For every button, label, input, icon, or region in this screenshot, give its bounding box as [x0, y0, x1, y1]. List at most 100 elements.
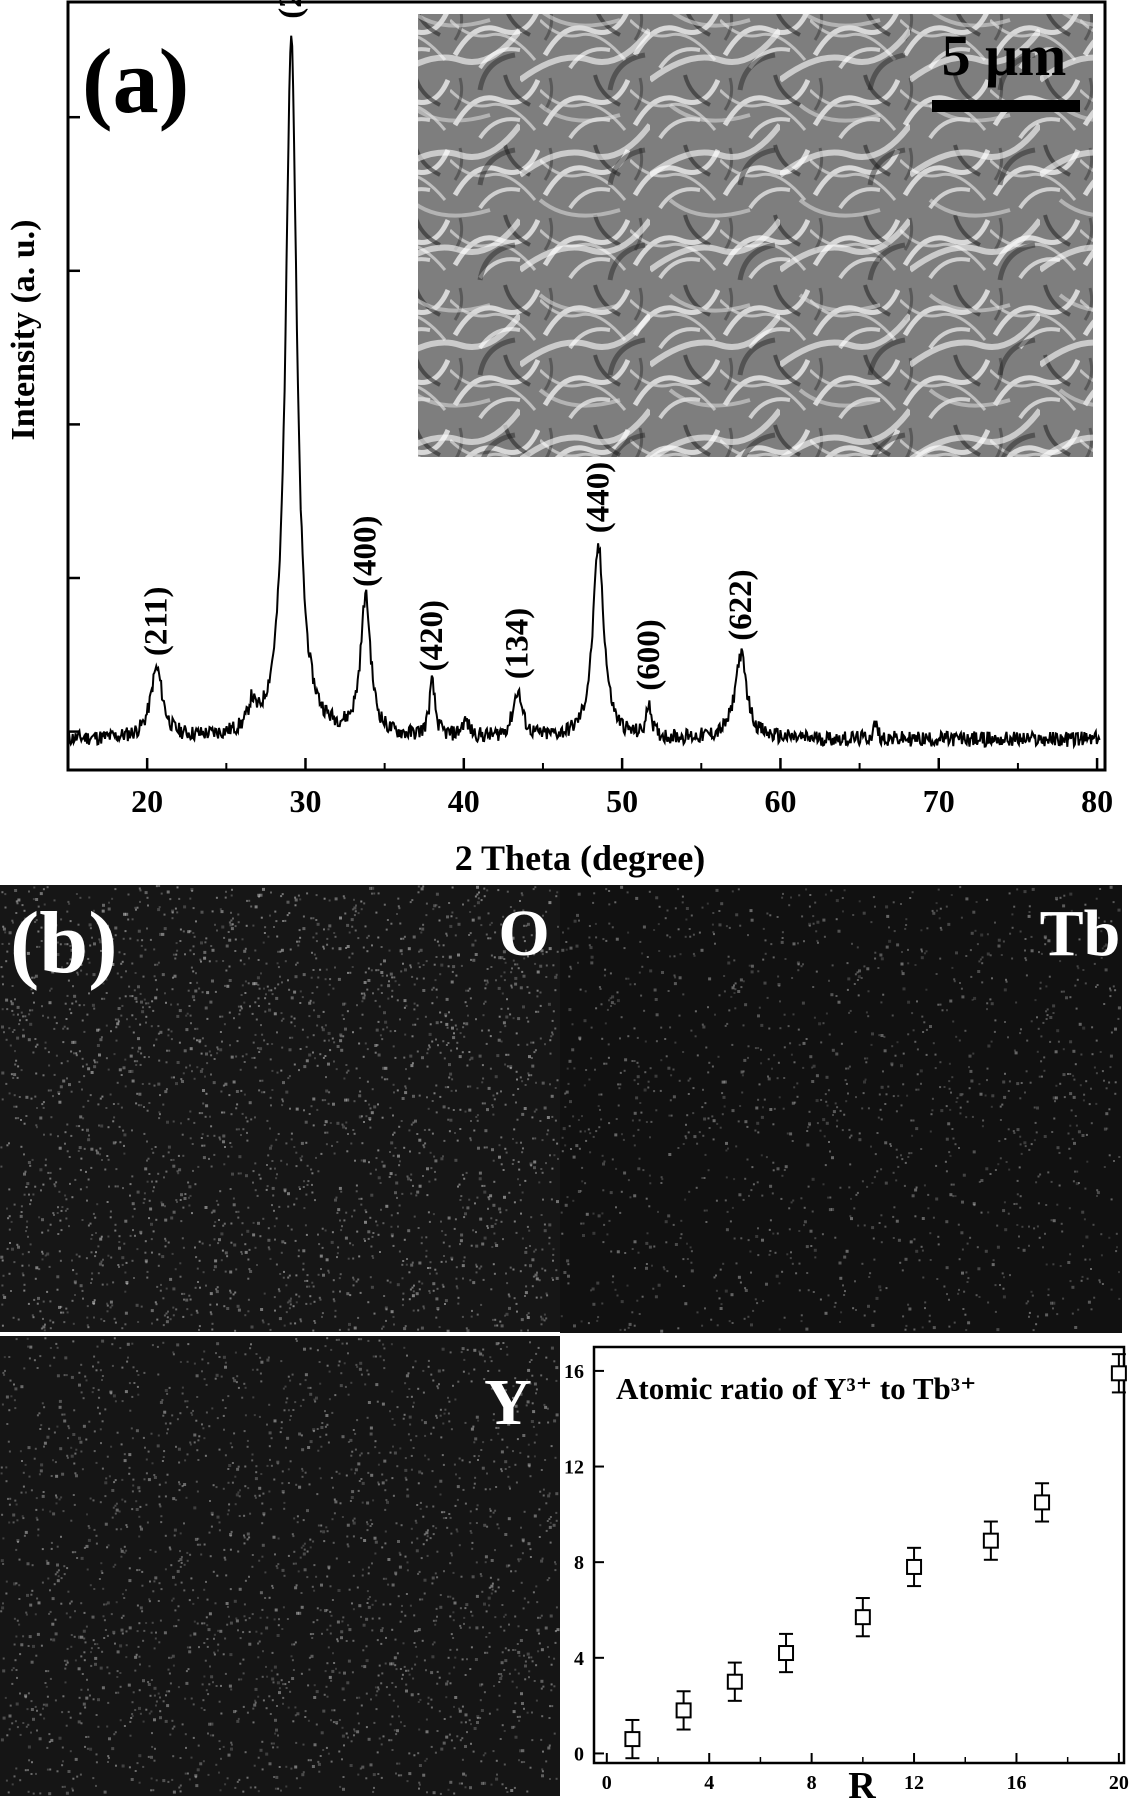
- map-speckle: [452, 1571, 455, 1574]
- map-speckle: [452, 1597, 455, 1600]
- map-speckle: [74, 1282, 77, 1285]
- map-speckle: [146, 1109, 149, 1112]
- map-speckle: [877, 1116, 880, 1119]
- map-speckle: [213, 1224, 216, 1227]
- map-speckle: [461, 1347, 465, 1351]
- map-speckle: [1050, 1180, 1053, 1183]
- map-speckle: [767, 1075, 769, 1078]
- map-speckle: [633, 1267, 636, 1270]
- map-speckle: [119, 1347, 122, 1349]
- map-speckle: [394, 1030, 397, 1032]
- xrd-x-tick-label: 30: [289, 783, 321, 819]
- map-speckle: [763, 1098, 766, 1101]
- map-speckle: [637, 1065, 640, 1068]
- map-speckle: [858, 1132, 861, 1135]
- map-speckle: [312, 936, 315, 939]
- map-speckle: [737, 1120, 740, 1123]
- map-speckle: [465, 1171, 468, 1174]
- map-speckle: [901, 1158, 904, 1161]
- map-speckle: [443, 1255, 445, 1257]
- map-speckle: [524, 1291, 528, 1295]
- map-speckle: [550, 1346, 554, 1350]
- map-speckle: [1118, 1156, 1121, 1158]
- map-speckle: [971, 998, 974, 1001]
- map-speckle: [725, 925, 728, 928]
- map-speckle: [1115, 1232, 1118, 1235]
- map-speckle: [684, 1135, 687, 1138]
- map-speckle: [364, 1099, 367, 1102]
- map-speckle: [235, 1128, 238, 1131]
- map-speckle: [254, 982, 258, 986]
- map-speckle: [369, 1119, 371, 1121]
- map-speckle: [345, 947, 348, 949]
- map-speckle: [631, 1119, 634, 1122]
- map-speckle: [339, 1290, 341, 1293]
- map-speckle: [416, 1004, 419, 1007]
- map-speckle: [477, 897, 480, 900]
- map-speckle: [211, 910, 214, 913]
- map-speckle: [1103, 945, 1106, 948]
- map-speckle: [556, 891, 559, 894]
- map-speckle: [441, 1511, 443, 1514]
- map-speckle: [457, 1302, 460, 1305]
- map-speckle: [189, 1441, 192, 1444]
- map-speckle: [915, 1127, 919, 1131]
- map-speckle: [204, 1206, 208, 1209]
- map-speckle: [802, 1066, 805, 1069]
- map-speckle: [580, 1222, 583, 1225]
- map-speckle: [542, 1494, 545, 1497]
- map-speckle: [486, 968, 489, 970]
- map-speckle: [327, 1269, 330, 1272]
- map-speckle: [528, 1229, 531, 1232]
- map-speckle: [449, 1516, 452, 1519]
- map-speckle: [44, 1164, 47, 1167]
- map-speckle: [495, 1244, 499, 1247]
- map-speckle: [498, 1681, 501, 1683]
- map-speckle: [302, 1186, 305, 1188]
- map-speckle: [322, 1273, 325, 1277]
- map-speckle: [150, 1755, 153, 1759]
- map-speckle: [409, 1604, 412, 1607]
- map-speckle: [222, 1140, 225, 1144]
- map-speckle: [15, 1548, 18, 1551]
- map-speckle: [655, 1040, 658, 1043]
- map-speckle: [445, 1517, 448, 1519]
- map-speckle: [158, 906, 161, 909]
- map-speckle: [163, 1176, 165, 1179]
- map-speckle: [68, 1083, 71, 1087]
- map-speckle: [373, 1105, 377, 1109]
- map-speckle: [791, 1140, 794, 1142]
- map-speckle: [546, 1646, 549, 1649]
- map-speckle: [797, 963, 800, 966]
- map-speckle: [989, 1173, 992, 1175]
- map-speckle: [28, 890, 30, 893]
- map-speckle: [867, 1304, 870, 1308]
- map-speckle: [648, 890, 651, 893]
- map-speckle: [410, 1123, 413, 1126]
- map-speckle: [46, 1290, 49, 1293]
- map-speckle: [788, 904, 791, 907]
- map-speckle: [435, 1607, 438, 1610]
- map-speckle: [165, 1170, 168, 1173]
- map-speckle: [15, 900, 18, 903]
- map-speckle: [188, 1204, 191, 1207]
- map-speckle: [406, 1494, 410, 1498]
- map-speckle: [421, 1598, 424, 1601]
- map-speckle: [124, 1323, 127, 1326]
- map-speckle: [378, 1005, 381, 1008]
- map-speckle: [789, 1042, 792, 1045]
- map-speckle: [289, 1303, 292, 1306]
- map-speckle: [377, 936, 380, 939]
- map-speckle: [794, 1101, 797, 1104]
- map-speckle: [981, 981, 984, 984]
- map-speckle: [1113, 1160, 1115, 1162]
- map-speckle: [251, 1012, 254, 1015]
- map-speckle: [730, 995, 733, 998]
- map-speckle: [534, 886, 537, 889]
- map-speckle: [8, 1215, 11, 1218]
- map-speckle: [365, 1115, 368, 1118]
- map-speckle: [654, 1295, 658, 1299]
- map-speckle: [263, 932, 266, 934]
- map-speckle: [959, 886, 962, 889]
- map-speckle: [27, 1790, 30, 1793]
